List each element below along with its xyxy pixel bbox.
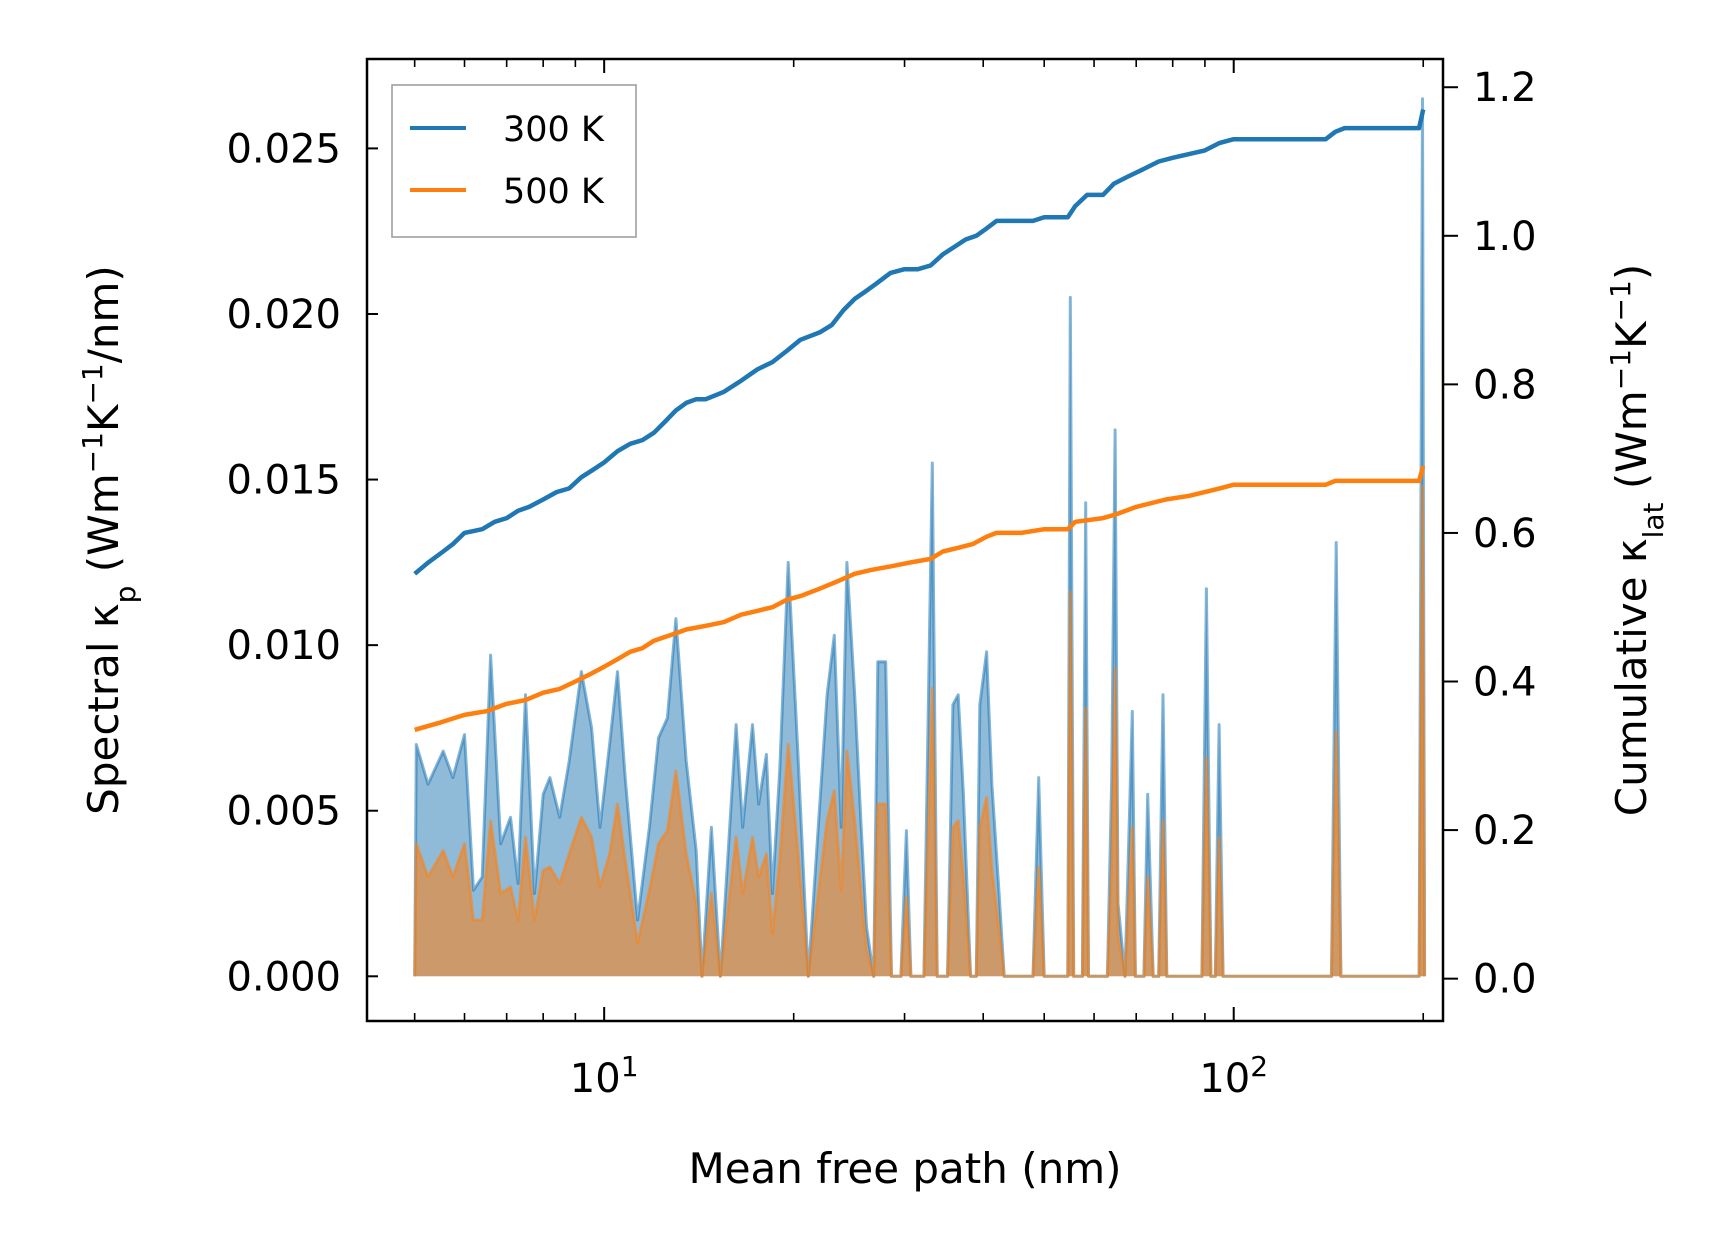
legend-label-500k: 500 K — [503, 172, 605, 212]
left-y-tick-label: 0.000 — [226, 954, 341, 1000]
legend-label-300k: 300 K — [503, 110, 605, 150]
x-tick-label-base: 10 — [1199, 1056, 1250, 1102]
right-y-tick-label: 0.4 — [1473, 660, 1537, 706]
cumulative-line-300k — [413, 109, 1426, 576]
y-axis-label-left: Spectral κp (Wm−1K−1/nm) — [76, 265, 142, 815]
x-tick-label-exponent: 1 — [621, 1050, 639, 1083]
cumulative-line-500k — [414, 465, 1426, 732]
left-y-tick-label: 0.020 — [226, 292, 341, 338]
right-y-tick-label: 0.2 — [1473, 808, 1537, 854]
spectral-area-500k — [414, 486, 1425, 977]
plot-frame — [365, 57, 1445, 1023]
x-tick-label: 102 — [1199, 1050, 1268, 1103]
ticks-layer: 0.000 0.005 0.010 0.015 0.020 0.025 0.0 0.2 0.4 0… — [226, 59, 1537, 1103]
legend: 300 K 500 K — [391, 84, 637, 238]
right-y-tick-label: 1.0 — [1473, 214, 1537, 260]
right-y-tick-label: 0.8 — [1473, 362, 1537, 408]
x-tick-label-exponent: 2 — [1250, 1050, 1268, 1083]
left-y-tick-label: 0.025 — [226, 126, 341, 172]
right-y-tick-label: 0.0 — [1473, 957, 1537, 1003]
cumulative-layer — [413, 109, 1426, 732]
legend-frame — [391, 84, 637, 238]
x-tick-label: 101 — [570, 1050, 639, 1103]
y-axis-label-right: Cumulative κlat (Wm−1K−1) — [1604, 264, 1670, 816]
left-y-tick-label: 0.010 — [226, 623, 341, 669]
x-tick-label-base: 10 — [570, 1056, 621, 1102]
left-y-tick-label: 0.015 — [226, 458, 341, 504]
left-y-tick-label: 0.005 — [226, 789, 341, 835]
spectral-layer — [413, 97, 1427, 978]
right-y-tick-label: 0.6 — [1473, 511, 1537, 557]
spectral-line-500k — [413, 484, 1427, 978]
right-y-tick-label: 1.2 — [1473, 65, 1537, 111]
x-axis-label: Mean free path (nm) — [688, 1144, 1121, 1193]
spectral-area-300k — [414, 98, 1425, 977]
